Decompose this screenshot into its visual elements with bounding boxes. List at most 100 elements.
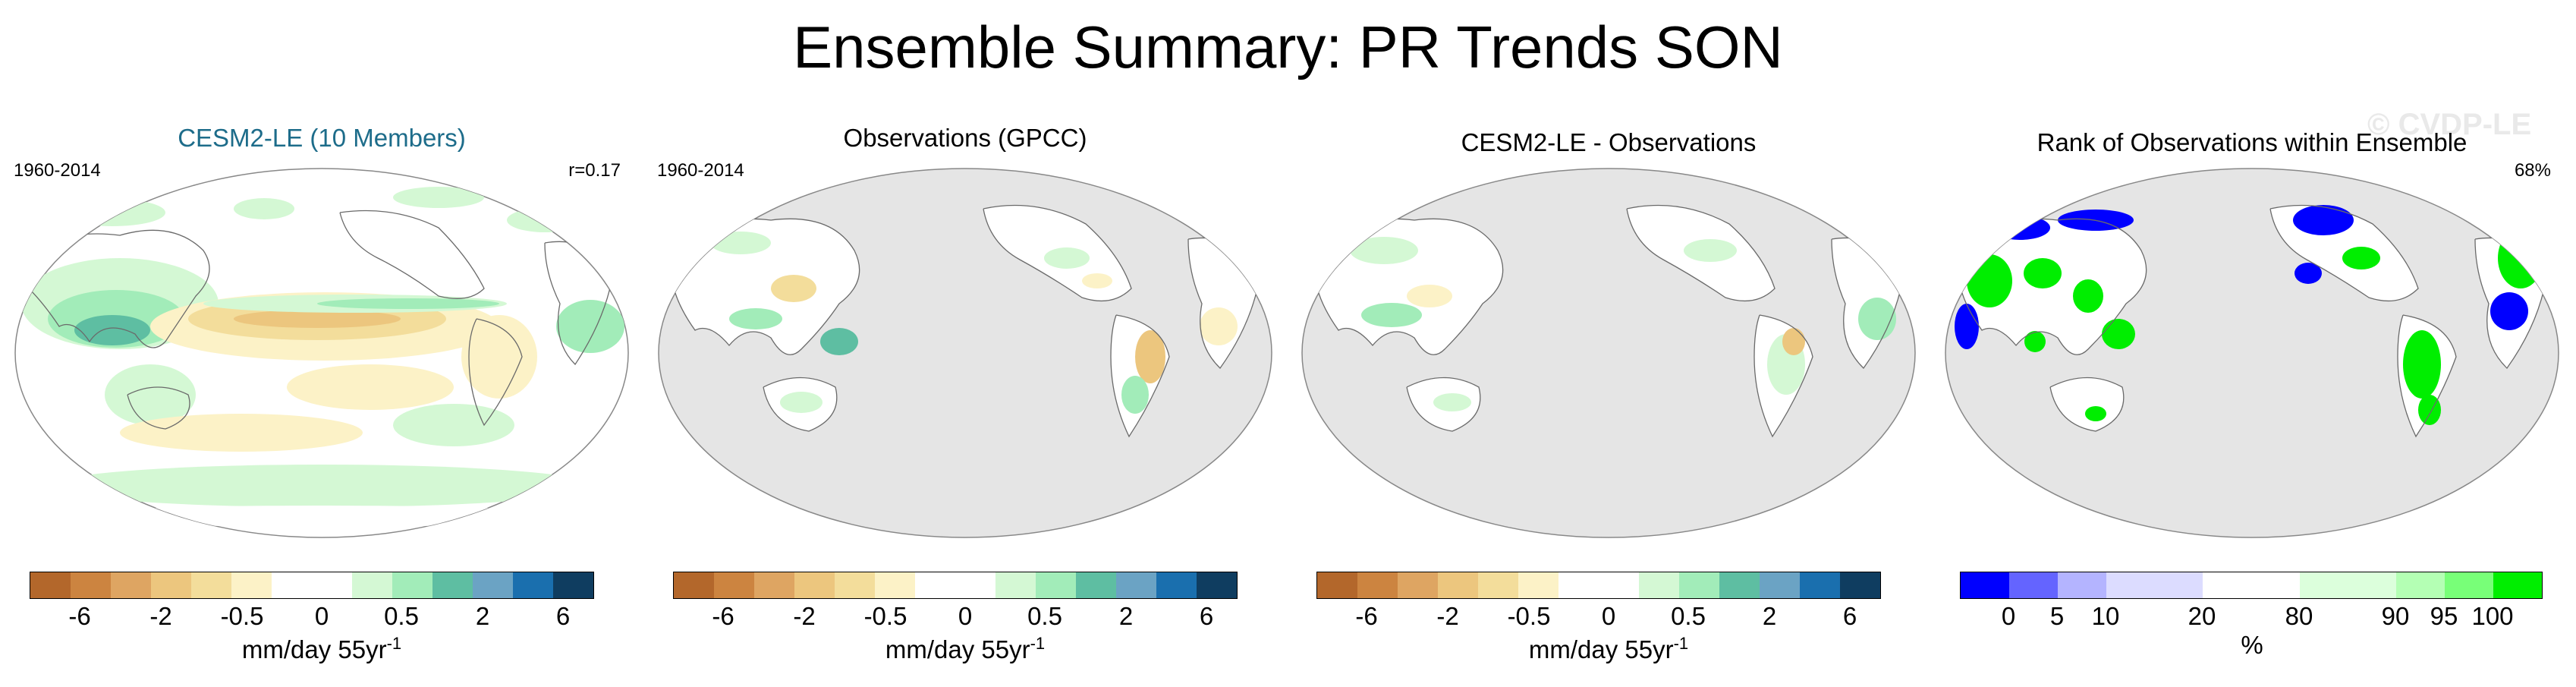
colorbar-cell bbox=[2493, 572, 2542, 598]
colorbar-tick: -6 bbox=[712, 602, 734, 630]
colorbar bbox=[1316, 572, 1881, 599]
colorbar-tick: 2 bbox=[1118, 602, 1134, 630]
colorbar-units: % bbox=[2241, 631, 2263, 659]
panel-observations: Observations (GPCC) 1960-2014 bbox=[643, 114, 1287, 687]
colorbar-tick: 0 bbox=[1601, 602, 1616, 630]
colorbar-cell bbox=[352, 572, 392, 598]
colorbar-cell bbox=[71, 572, 111, 598]
colorbar-cell bbox=[1558, 572, 1599, 598]
colorbar-tick: -0.5 bbox=[1507, 602, 1551, 630]
colorbar-cell bbox=[2058, 572, 2106, 598]
colorbar-tick: -0.5 bbox=[220, 602, 264, 630]
world-map bbox=[1301, 168, 1916, 538]
colorbar-cell bbox=[2396, 572, 2445, 598]
colorbar bbox=[1960, 572, 2543, 599]
colorbar-tick: -2 bbox=[793, 602, 816, 630]
colorbar-units: mm/day 55yr-1 bbox=[643, 629, 1287, 665]
colorbar-tick: 0.5 bbox=[1671, 602, 1706, 630]
colorbar-cell bbox=[1478, 572, 1518, 598]
colorbar-cell bbox=[1800, 572, 1840, 598]
panel-cesm2-le: CESM2-LE (10 Members) 1960-2014 r=0.17 bbox=[0, 114, 643, 687]
panel-title: CESM2-LE (10 Members) bbox=[178, 124, 466, 152]
watermark: © CVDP-LE bbox=[2367, 108, 2532, 141]
colorbar-cell bbox=[2251, 572, 2300, 598]
units-superscript: -1 bbox=[386, 634, 402, 653]
colorbar-cell bbox=[272, 572, 312, 598]
colorbar-cell bbox=[1599, 572, 1639, 598]
units-text: mm/day 55yr bbox=[241, 635, 387, 663]
units-superscript: -1 bbox=[1030, 634, 1046, 653]
colorbar-tick: 0 bbox=[2001, 602, 2016, 630]
colorbar-cell bbox=[1639, 572, 1679, 598]
colorbar-cell bbox=[151, 572, 191, 598]
colorbar-tick: 80 bbox=[2285, 602, 2313, 630]
colorbar-tick: 0 bbox=[958, 602, 973, 630]
colorbar-units: mm/day 55yr-1 bbox=[1287, 629, 1930, 665]
colorbar-cell bbox=[231, 572, 272, 598]
colorbar-tick: 0 bbox=[314, 602, 329, 630]
colorbar-tick: 2 bbox=[1762, 602, 1777, 630]
colorbar-cell bbox=[2445, 572, 2493, 598]
colorbar-cell bbox=[1116, 572, 1156, 598]
panel-rank: Rank of Observations within Ensemble 68% bbox=[1930, 114, 2574, 687]
colorbar-cell bbox=[1760, 572, 1800, 598]
colorbar-cell bbox=[1197, 572, 1237, 598]
colorbar-cell bbox=[312, 572, 352, 598]
colorbar-tick: 6 bbox=[555, 602, 571, 630]
colorbar-cell bbox=[1840, 572, 1880, 598]
units-superscript: -1 bbox=[1673, 634, 1689, 653]
world-map bbox=[1945, 168, 2559, 538]
colorbar-cell bbox=[1438, 572, 1478, 598]
colorbar-tick: -0.5 bbox=[863, 602, 907, 630]
panel-title: Observations (GPCC) bbox=[843, 124, 1087, 152]
colorbar-tick: -6 bbox=[1355, 602, 1378, 630]
colorbar bbox=[673, 572, 1238, 599]
colorbar-tick: 20 bbox=[2188, 602, 2216, 630]
colorbar-tick: 0.5 bbox=[384, 602, 419, 630]
period-label: 1960-2014 bbox=[14, 160, 101, 181]
colorbar-tick: 90 bbox=[2381, 602, 2410, 630]
period-label: 1960-2014 bbox=[657, 160, 744, 181]
colorbar-cell bbox=[794, 572, 835, 598]
colorbar-cell bbox=[553, 572, 593, 598]
colorbar-cell bbox=[30, 572, 71, 598]
colorbar-cell bbox=[915, 572, 955, 598]
colorbar-cell bbox=[1518, 572, 1558, 598]
main-title: Ensemble Summary: PR Trends SON bbox=[793, 14, 1783, 80]
colorbar-cell bbox=[1317, 572, 1357, 598]
colorbar-tick: 6 bbox=[1842, 602, 1857, 630]
colorbar-ticks: -6 -2 -0.5 0 0.5 2 6 bbox=[1316, 601, 1886, 632]
colorbar-cell bbox=[111, 572, 151, 598]
colorbar-units: mm/day 55yr-1 bbox=[0, 629, 643, 665]
colorbar-ticks: -6 -2 -0.5 0 0.5 2 6 bbox=[673, 601, 1242, 632]
colorbar-cell bbox=[1357, 572, 1398, 598]
colorbar-ticks: -6 -2 -0.5 0 0.5 2 6 bbox=[30, 601, 599, 632]
colorbar-tick: 95 bbox=[2430, 602, 2458, 630]
colorbar-cell bbox=[392, 572, 432, 598]
colorbar-cell bbox=[1076, 572, 1116, 598]
colorbar-cell bbox=[714, 572, 754, 598]
units-text: mm/day 55yr bbox=[1528, 635, 1674, 663]
colorbar-cell bbox=[191, 572, 231, 598]
colorbar-tick: -2 bbox=[1436, 602, 1459, 630]
colorbar-cell bbox=[1719, 572, 1760, 598]
colorbar-cell bbox=[674, 572, 714, 598]
colorbar-tick: 10 bbox=[2091, 602, 2120, 630]
colorbar-cell bbox=[835, 572, 875, 598]
panel-title: CESM2-LE - Observations bbox=[1461, 128, 1757, 156]
colorbar-cell bbox=[432, 572, 473, 598]
colorbar-tick: 100 bbox=[2471, 602, 2514, 630]
colorbar-tick: 5 bbox=[2049, 602, 2065, 630]
colorbar-cell bbox=[1679, 572, 1719, 598]
colorbar-tick: 6 bbox=[1199, 602, 1214, 630]
colorbar-cell bbox=[2106, 572, 2203, 598]
world-map bbox=[658, 168, 1272, 538]
colorbar-cell bbox=[875, 572, 915, 598]
colorbar-cell bbox=[1961, 572, 2009, 598]
panel-title: Rank of Observations within Ensemble bbox=[2037, 128, 2467, 156]
rank-percent-label: 68% bbox=[2514, 160, 2551, 181]
colorbar-cell bbox=[473, 572, 513, 598]
colorbar-tick: -2 bbox=[149, 602, 172, 630]
colorbar-tick: 2 bbox=[475, 602, 490, 630]
world-map bbox=[14, 168, 629, 538]
